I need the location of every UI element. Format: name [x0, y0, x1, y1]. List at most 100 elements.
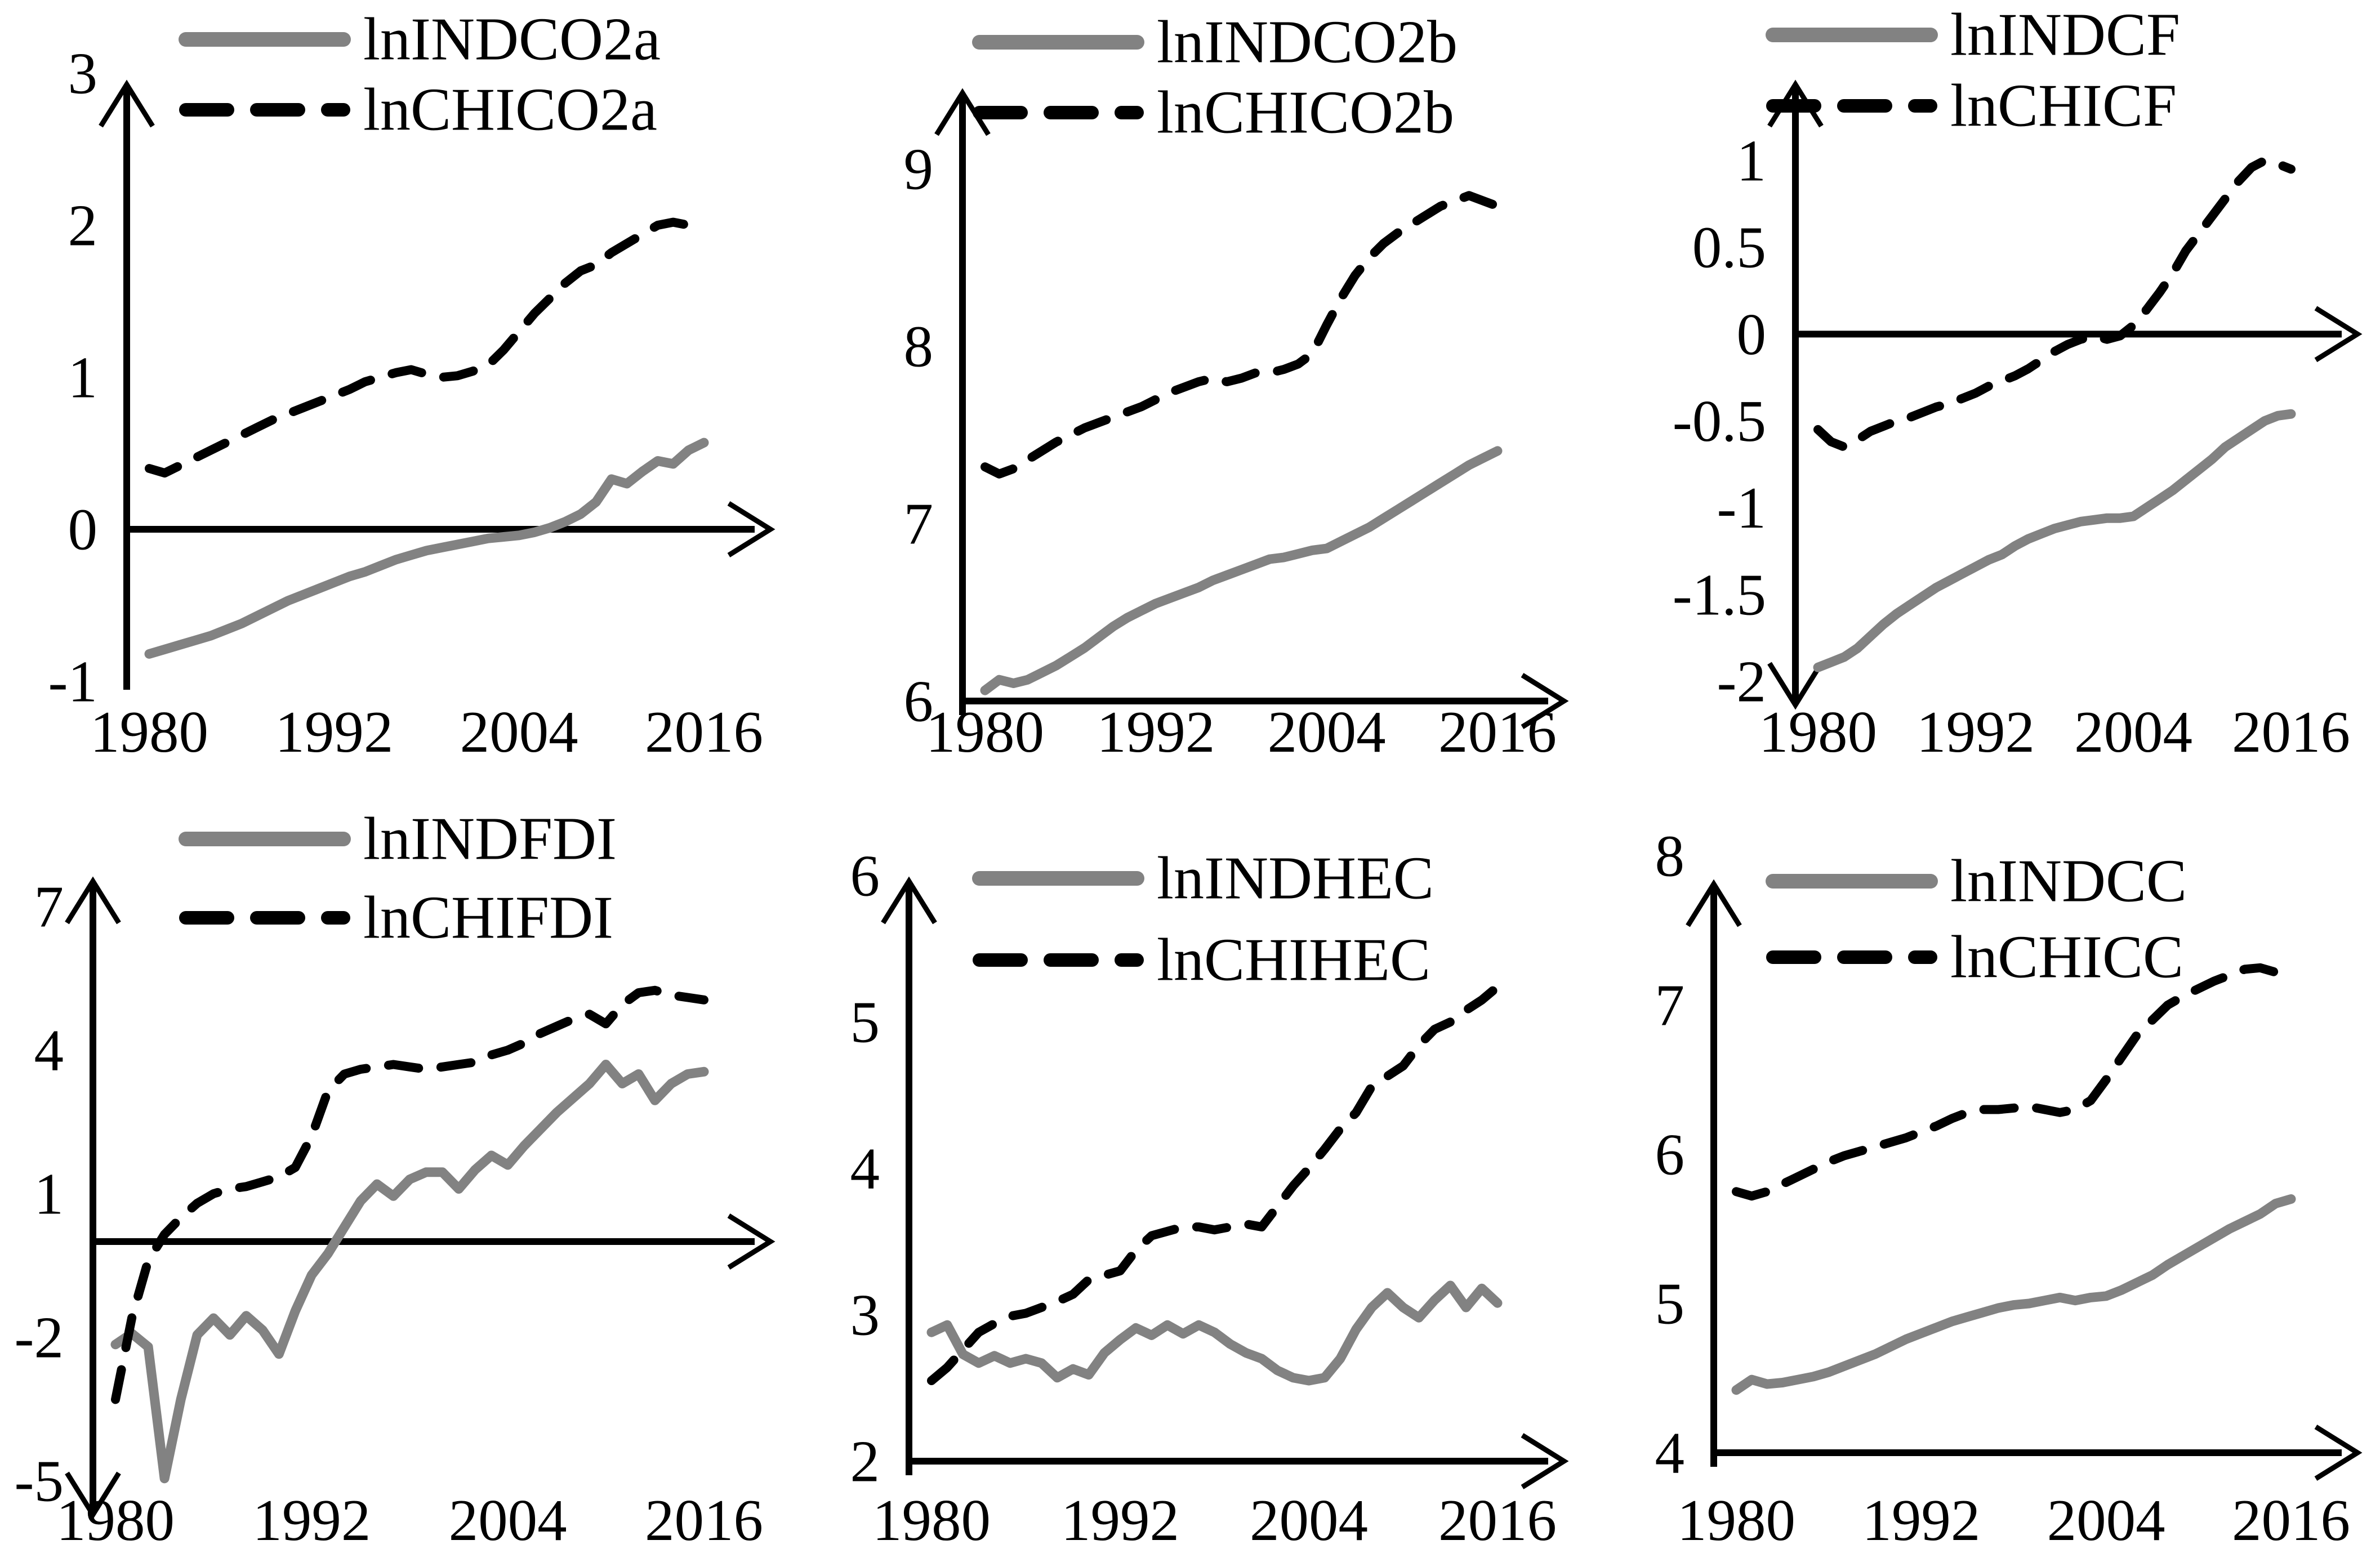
x-tick-label: 2016 — [645, 1487, 763, 1549]
y-axis-arrow-up-icon — [65, 876, 121, 925]
legend-label-lnCHICO2a: lnCHICO2a — [363, 77, 657, 144]
y-tick-label: -1.5 — [1673, 561, 1766, 627]
x-tick-label: 2004 — [460, 699, 578, 765]
series-line-lnINDCF — [1813, 409, 2296, 672]
series-line-lnCHICC — [1732, 963, 2296, 1201]
y-tick-label: 8 — [1655, 823, 1685, 889]
x-tick-label: 1992 — [1917, 699, 2035, 765]
x-tick-label: 1992 — [1097, 699, 1215, 765]
x-tick-label: 2016 — [1438, 699, 1557, 765]
x-tick-label: 1980 — [90, 699, 208, 765]
x-tick-label: 2004 — [1250, 1487, 1368, 1549]
series-line-lnINDCO2b — [980, 446, 1503, 695]
legend-label-lnCHICF: lnCHICF — [1950, 73, 2177, 140]
y-tick-label: 6 — [850, 843, 880, 909]
x-tick-label: 2016 — [2232, 1487, 2350, 1549]
x-tick-label: 2004 — [2047, 1487, 2165, 1549]
y-tick-label: 7 — [34, 874, 64, 940]
y-tick-label: 0.5 — [1692, 215, 1766, 280]
y-tick-label: 4 — [34, 1017, 64, 1083]
y-tick-label: -1 — [48, 649, 97, 715]
x-axis-arrow-right-icon — [727, 1213, 775, 1270]
series-line-lnCHICO2b — [980, 191, 1502, 479]
series-line-lnINDCO2a — [144, 438, 709, 659]
chart-panel-fdi: 7 4 1 -2 -5 1980 1992 2004 2016 lnINDFDI lnCHIFDI — [0, 774, 794, 1549]
x-axis-arrow-right-icon — [1521, 673, 1569, 729]
legend-label-lnINDHEC: lnINDHEC — [1157, 845, 1434, 912]
y-axis-arrow-up-icon — [934, 88, 991, 136]
x-tick-label: 2016 — [645, 699, 763, 765]
series-line-lnCHIFDI — [111, 985, 708, 1404]
x-tick-label: 1980 — [1677, 1487, 1795, 1549]
chart-panel-co2a: 3 2 1 0 -1 1980 1992 2004 2016 lnINDCO2a lnCHICO2a — [0, 0, 794, 774]
series-line-lnCHICF — [1813, 156, 2296, 452]
x-axis-arrow-right-icon — [1521, 1433, 1569, 1489]
legend-label-lnCHIHEC: lnCHIHEC — [1157, 927, 1430, 994]
y-tick-label: 4 — [850, 1136, 880, 1202]
y-axis-arrow-up-icon — [881, 876, 937, 925]
x-tick-label: 2004 — [1268, 699, 1386, 765]
legend-label-lnINDCF: lnINDCF — [1950, 2, 2180, 69]
y-tick-label: -0.5 — [1673, 388, 1766, 454]
x-tick-label: 1980 — [872, 1487, 991, 1549]
legend-label-lnINDCO2b: lnINDCO2b — [1157, 9, 1458, 76]
x-tick-label: 1992 — [1862, 1487, 1980, 1549]
series-line-lnINDCC — [1731, 1194, 2296, 1395]
series-line-lnINDHEC — [926, 1280, 1503, 1386]
series-line-lnCHIHEC — [927, 982, 1502, 1385]
legend-label-lnCHIFDI: lnCHIFDI — [363, 885, 613, 952]
x-tick-label: 1980 — [1759, 699, 1877, 765]
x-axis-arrow-right-icon — [727, 501, 775, 557]
y-axis-arrow-down-icon — [1767, 662, 1824, 710]
y-tick-label: -5 — [15, 1448, 64, 1514]
y-axis-arrow-down-icon — [65, 1471, 121, 1520]
y-tick-label: 6 — [904, 668, 934, 734]
chart-panel-cf: 1 0.5 0 -0.5 -1 -1.5 -2 1980 1992 2004 2016 lnINDCF… — [1587, 0, 2380, 774]
y-tick-label: 5 — [1655, 1271, 1685, 1337]
x-tick-label: 2016 — [2232, 699, 2350, 765]
y-tick-label: 0 — [68, 497, 98, 563]
x-tick-label: 1992 — [275, 699, 393, 765]
x-tick-label: 1980 — [56, 1487, 175, 1549]
x-tick-label: 1992 — [1061, 1487, 1179, 1549]
y-tick-label: 8 — [904, 314, 934, 380]
chart-panel-hec: 6 5 4 3 2 1980 1992 2004 2016 lnINDHEC lnCHIHEC — [794, 774, 1587, 1549]
series-line-lnINDFDI — [110, 1060, 709, 1484]
legend-label-lnINDFDI: lnINDFDI — [363, 806, 617, 873]
x-tick-label: 1980 — [926, 699, 1044, 765]
chart-panel-co2b: 9 8 7 6 1980 1992 2004 2016 lnINDCO2b lnCHICO2b — [794, 0, 1587, 774]
legend-label-lnCHICC: lnCHICC — [1950, 924, 2183, 991]
x-tick-label: 1992 — [252, 1487, 371, 1549]
legend-label-lnINDCO2a: lnINDCO2a — [363, 6, 661, 73]
y-tick-label: 2 — [68, 193, 98, 258]
chart-panel-cc: 8 7 6 5 4 1980 1992 2004 2016 lnINDCC lnCHICC — [1587, 774, 2380, 1549]
x-tick-label: 2004 — [2074, 699, 2192, 765]
x-tick-label: 2004 — [449, 1487, 567, 1549]
y-tick-label: 7 — [1655, 972, 1685, 1038]
y-tick-label: 0 — [1737, 301, 1767, 367]
y-tick-label: 9 — [904, 136, 934, 202]
y-tick-label: 1 — [34, 1161, 64, 1227]
y-tick-label: 1 — [68, 345, 98, 410]
y-tick-label: 1 — [1737, 128, 1767, 194]
series-line-lnCHICO2a — [145, 217, 708, 478]
y-tick-label: 4 — [1655, 1420, 1685, 1486]
y-tick-label: -1 — [1717, 475, 1766, 541]
legend-label-lnINDCC: lnINDCC — [1950, 848, 2187, 915]
y-tick-label: -2 — [1717, 649, 1766, 715]
y-tick-label: 7 — [904, 491, 934, 557]
y-tick-label: 3 — [68, 41, 98, 106]
y-axis-arrow-up-icon — [99, 79, 155, 128]
y-tick-label: 5 — [850, 989, 880, 1055]
y-tick-label: -2 — [15, 1305, 64, 1371]
y-tick-label: 3 — [850, 1282, 880, 1348]
y-axis-arrow-up-icon — [1686, 879, 1742, 927]
x-axis-arrow-right-icon — [2314, 306, 2363, 363]
